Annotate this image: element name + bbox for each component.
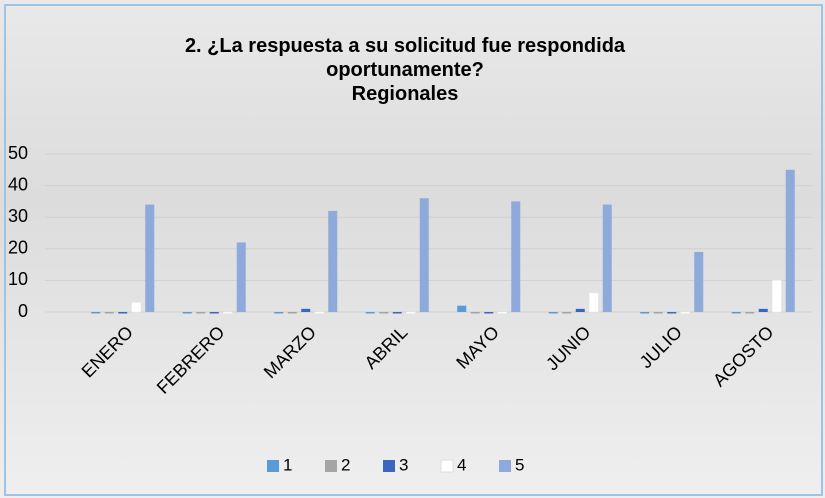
bar [602, 204, 612, 312]
bar [287, 312, 297, 314]
bar [379, 312, 389, 314]
legend-swatch [325, 460, 337, 472]
x-tick-label: ABRIL [361, 322, 412, 373]
legend-swatch [499, 460, 511, 472]
bar [406, 311, 416, 314]
bar [731, 312, 741, 314]
bar [589, 292, 599, 313]
x-tick-label: JULIO [636, 322, 686, 372]
bar [274, 312, 284, 314]
x-tick-label: AGOSTO [709, 322, 777, 390]
bar [470, 312, 480, 314]
bar [548, 312, 558, 314]
y-tick-label: 40 [8, 174, 28, 194]
legend-label: 3 [399, 455, 408, 474]
bar [772, 280, 782, 313]
bar [484, 312, 494, 314]
bar [118, 312, 128, 314]
bar [745, 312, 755, 314]
bar [562, 312, 572, 314]
bar [680, 311, 690, 314]
bar [758, 308, 768, 312]
bar [196, 312, 206, 314]
chart-subtitle: Regionales [351, 83, 459, 105]
bar [104, 312, 114, 314]
bar [328, 210, 338, 312]
bar [653, 312, 663, 314]
bar [365, 312, 375, 314]
bar [640, 312, 650, 314]
legend-label: 5 [515, 455, 524, 474]
y-tick-label: 20 [8, 238, 28, 258]
y-tick-label: 10 [8, 269, 28, 289]
x-tick-label: MARZO [260, 322, 320, 382]
bar [182, 312, 192, 314]
bar [314, 311, 324, 314]
bar [301, 308, 311, 312]
legend-swatch [440, 459, 454, 473]
legend-swatch [267, 460, 279, 472]
legend-label: 4 [457, 455, 466, 474]
bar [145, 204, 155, 312]
x-tick-label: JUNIO [542, 322, 594, 374]
bar [131, 302, 141, 313]
x-tick-label: MAYO [452, 322, 503, 373]
y-tick-label: 30 [8, 206, 28, 226]
y-tick-label: 50 [8, 143, 28, 163]
bar [667, 312, 677, 314]
frame [4, 4, 823, 496]
chart-title-block: 2. ¿La respuesta a su solicitud fue resp… [160, 34, 650, 106]
bar [392, 312, 402, 314]
legend-label: 2 [341, 455, 350, 474]
x-tick-label: ENERO [78, 322, 137, 381]
legend-swatch [383, 460, 395, 472]
bar [497, 311, 507, 314]
bar [694, 251, 704, 312]
chart-title: 2. ¿La respuesta a su solicitud fue resp… [184, 35, 626, 81]
bar [575, 308, 585, 312]
bar [223, 311, 233, 314]
bar [209, 312, 219, 314]
y-tick-label: 0 [18, 301, 28, 321]
legend-label: 1 [283, 455, 292, 474]
bar [457, 305, 467, 312]
bar [785, 169, 795, 312]
bar [419, 198, 429, 312]
bar [91, 312, 101, 314]
x-tick-label: FEBRERO [153, 322, 229, 398]
bar [236, 242, 246, 312]
bar [511, 201, 521, 312]
